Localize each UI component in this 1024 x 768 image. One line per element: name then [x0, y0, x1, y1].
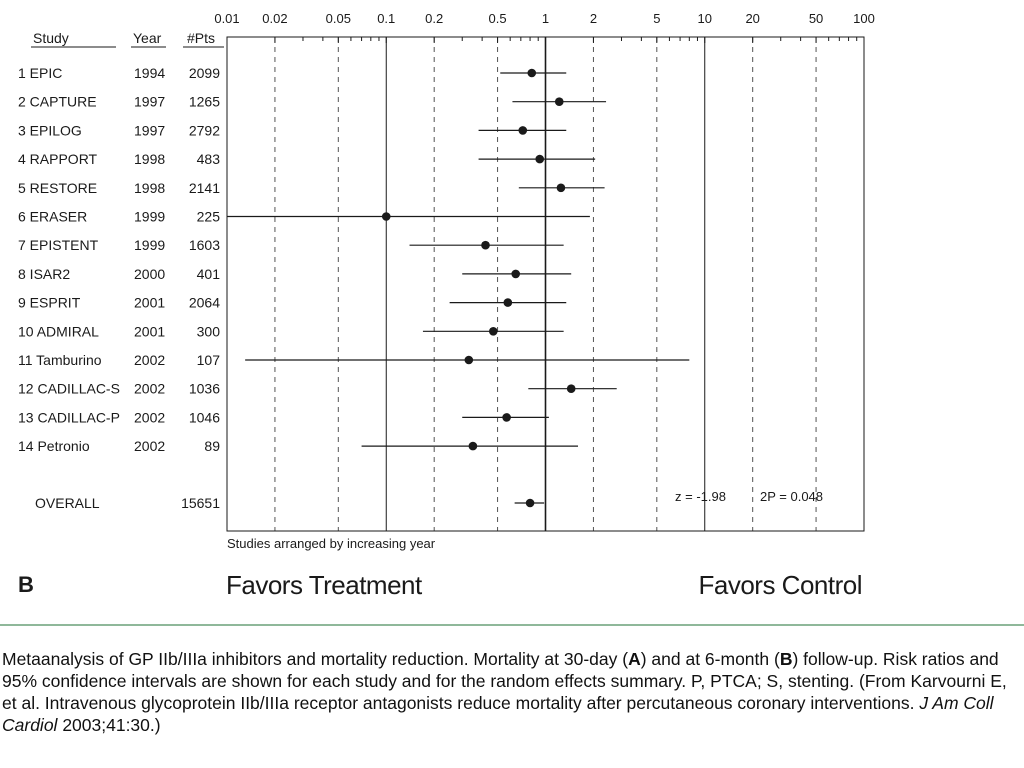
overall-point-estimate [525, 498, 535, 508]
forest-plot-svg: 0.01 0.02 0.05 0.1 0.2 0.5 1 2 5 10 20 50 100 Study Ye… [18, 11, 875, 551]
x-tick-label: 50 [809, 11, 823, 26]
x-tick-label: 0.1 [377, 11, 395, 26]
study-year: 2001 [134, 323, 165, 339]
caption-bold-b: B [779, 649, 793, 669]
study-year: 1998 [134, 180, 165, 196]
study-pts: 225 [197, 209, 221, 225]
x-tick-label: 5 [653, 11, 660, 26]
header-pts: #Pts [187, 30, 215, 46]
study-year: 2002 [134, 409, 165, 425]
study-label: 10 ADMIRAL [18, 323, 99, 339]
point-estimate [566, 384, 576, 394]
point-estimate [481, 240, 490, 250]
caption-text-2: ) and at 6-month ( [640, 649, 780, 669]
point-estimate [556, 183, 566, 193]
point-estimate [535, 154, 545, 164]
forest-plot-figure: 0.01 0.02 0.05 0.1 0.2 0.5 1 2 5 10 20 50 100 Study Ye… [18, 11, 875, 600]
caption-text-1: Metaanalysis of GP IIb/IIIa inhibitors a… [2, 649, 629, 669]
study-pts: 2141 [189, 180, 220, 196]
point-estimate [511, 269, 521, 279]
study-label: 6 ERASER [18, 209, 87, 225]
x-tick-label: 10 [698, 11, 712, 26]
caption-journal: J Am Coll Cardiol [2, 693, 994, 735]
point-estimate [503, 298, 513, 307]
header-study: Study [33, 30, 69, 46]
plot-footnote: Studies arranged by increasing year [227, 536, 436, 551]
study-pts: 1603 [189, 237, 220, 253]
overall-label: OVERALL [35, 495, 100, 511]
point-estimate [381, 212, 391, 221]
x-tick-label: 0.01 [214, 11, 239, 26]
favors-treatment-label: Favors Treatment [226, 570, 422, 600]
study-year: 2002 [134, 381, 165, 397]
study-pts: 1036 [189, 381, 220, 397]
study-label: 9 ESPRIT [18, 295, 81, 311]
caption-text-4: 2003;41:30.) [57, 715, 161, 735]
study-year: 1999 [134, 237, 165, 253]
study-label: 1 EPIC [18, 65, 62, 81]
panel-label: B [18, 572, 34, 597]
study-label: 14 Petronio [18, 438, 90, 454]
study-year: 2001 [134, 295, 165, 311]
x-tick-label: 0.5 [489, 11, 507, 26]
x-tick-label: 0.02 [262, 11, 287, 26]
x-tick-label: 1 [542, 11, 549, 26]
study-pts: 107 [197, 352, 221, 368]
study-year: 2000 [134, 266, 165, 282]
study-year: 1997 [134, 94, 165, 110]
x-tick-label: 0.2 [425, 11, 443, 26]
study-pts: 1046 [189, 409, 220, 425]
study-pts: 401 [197, 266, 221, 282]
caption-bold-a: A [628, 649, 641, 669]
study-label: 12 CADILLAC-S [18, 381, 120, 397]
caption-separator [0, 624, 1024, 626]
favors-control-label: Favors Control [698, 570, 863, 600]
point-estimate [468, 441, 478, 451]
x-tick-label: 2 [590, 11, 597, 26]
study-pts: 300 [197, 323, 221, 339]
point-estimate [554, 97, 564, 106]
study-pts: 2099 [189, 65, 220, 81]
x-tick-label: 100 [853, 11, 875, 26]
point-estimate [527, 68, 537, 78]
study-pts: 2792 [189, 122, 220, 138]
study-label: 4 RAPPORT [18, 151, 98, 167]
overall-pts: 15651 [181, 495, 220, 511]
caption-text-3: ) follow-up. Risk ratios and 95% confide… [2, 649, 1007, 713]
x-tick-label: 20 [745, 11, 759, 26]
header-year: Year [133, 30, 162, 46]
x-tick-label: 0.05 [326, 11, 351, 26]
study-pts: 483 [197, 151, 221, 167]
point-estimate [464, 355, 474, 365]
study-year: 2002 [134, 438, 165, 454]
study-label: 3 EPILOG [18, 122, 82, 138]
study-pts: 89 [204, 438, 220, 454]
study-label: 13 CADILLAC-P [18, 409, 120, 425]
point-estimate [488, 327, 498, 336]
study-year: 1999 [134, 209, 165, 225]
study-label: 11 Tamburino [18, 352, 102, 368]
study-year: 2002 [134, 352, 165, 368]
study-label: 7 EPISTENT [18, 237, 99, 253]
study-pts: 1265 [189, 94, 220, 110]
study-label: 5 RESTORE [18, 180, 97, 196]
study-year: 1998 [134, 151, 165, 167]
study-label: 8 ISAR2 [18, 266, 70, 282]
p-value: 2P = 0.048 [760, 489, 823, 504]
point-estimate [518, 126, 528, 135]
study-year: 1997 [134, 122, 165, 138]
figure-caption: Metaanalysis of GP IIb/IIIa inhibitors a… [2, 648, 1020, 736]
study-year: 1994 [134, 65, 165, 81]
z-statistic: z = -1.98 [675, 489, 726, 504]
study-label: 2 CAPTURE [18, 94, 97, 110]
point-estimate [502, 413, 511, 422]
study-pts: 2064 [189, 295, 220, 311]
